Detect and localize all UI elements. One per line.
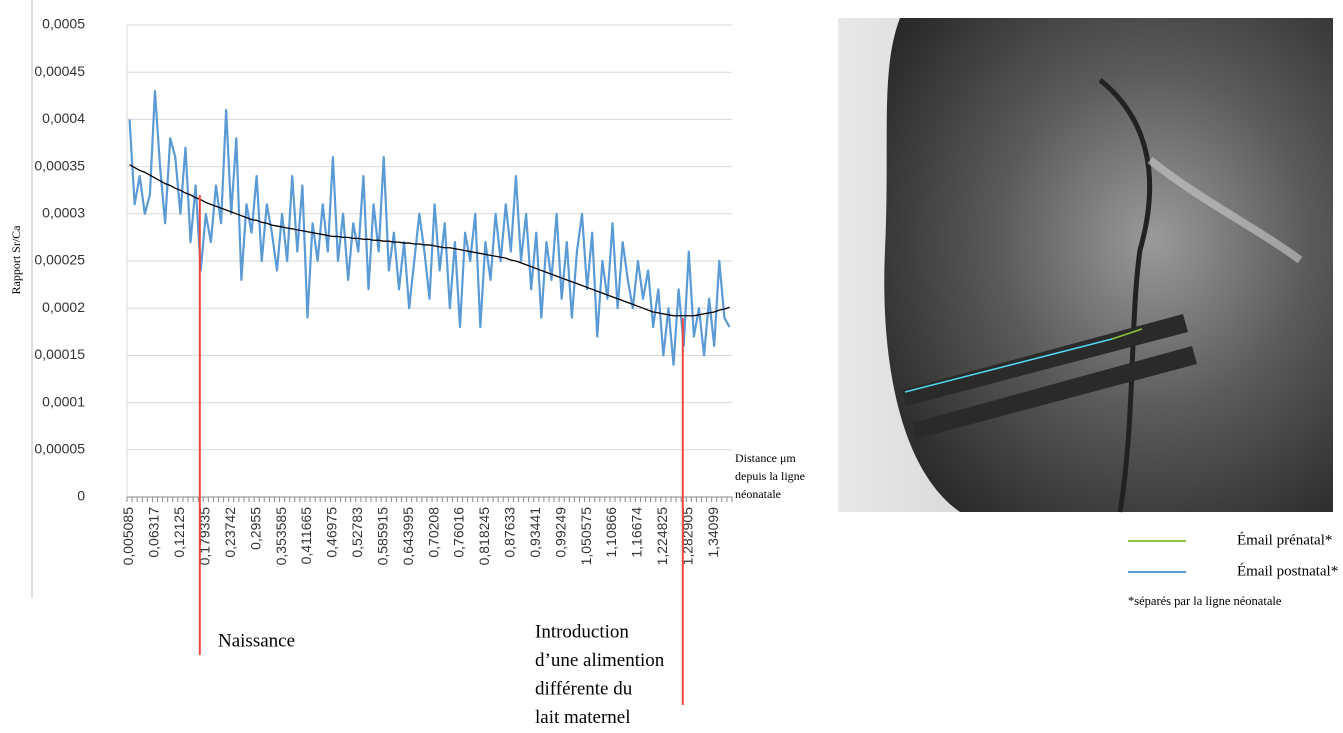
x-tick-label: 0,93441 (527, 507, 543, 558)
prenatal-line (1111, 328, 1143, 340)
x-tick-label: 0,411665 (298, 507, 314, 565)
y-tick-label: 0,0002 (42, 299, 85, 315)
x-tick-label: 0,643995 (400, 507, 416, 566)
image-legend: Émail prénatal* Émail postnatal* *séparés … (1128, 531, 1338, 608)
x-tick-label: 0,70208 (425, 507, 441, 558)
annotation-text: Introduction (535, 621, 629, 642)
x-axis-label: néonatale (735, 487, 781, 501)
legend-note: *séparés par la ligne néonatale (1128, 594, 1282, 608)
y-tick-label: 0,0005 (42, 16, 85, 32)
x-axis-label: Distance μm (735, 451, 796, 465)
x-tick-label: 0,52783 (349, 507, 365, 558)
x-tick-label: 0,06317 (146, 507, 162, 558)
y-tick-label: 0,00035 (34, 157, 85, 173)
x-tick-label: 1,224825 (654, 507, 670, 566)
crack (1098, 78, 1153, 513)
y-tick-label: 0,0004 (42, 110, 85, 126)
x-tick-label: 0,353585 (273, 507, 289, 566)
x-tick-label: 1,34099 (705, 507, 721, 558)
x-tick-label: 0,76016 (451, 507, 467, 558)
x-tick-label: 0,46975 (324, 507, 340, 558)
x-tick-label: 0,2955 (247, 507, 263, 550)
annotation-text: différente du (535, 678, 633, 699)
highlight (1147, 156, 1303, 264)
series-line (129, 164, 730, 317)
y-axis-label: Rapport Sr/Ca (9, 225, 23, 295)
x-tick-label: 0,585915 (374, 507, 390, 566)
annotation-text: Naissance (218, 630, 295, 651)
x-tick-label: 0,23742 (222, 507, 238, 558)
legend-label: Émail postnatal* (1237, 562, 1338, 579)
x-tick-label: 0,99249 (552, 507, 568, 558)
y-tick-label: 0 (77, 488, 85, 504)
chart: 0 0,00005 0,0001 0,00015 0,0002 0,00025 0,0003… (9, 16, 805, 728)
annotation-text: d’une alimention (535, 650, 665, 671)
x-tick-label: 0,005085 (120, 507, 136, 566)
x-tick-label: 1,16674 (629, 507, 645, 558)
x-tick-label: 0,12125 (171, 507, 187, 558)
x-axis-label: depuis la ligne (735, 469, 805, 483)
postnatal-line (904, 338, 1113, 393)
tooth-body (884, 18, 1333, 512)
x-tick-label: 0,818245 (476, 507, 492, 566)
scan-strip (912, 346, 1197, 439)
tooth-image (838, 18, 1333, 513)
x-tick-label: 1,10866 (603, 507, 619, 558)
x-tick-label: 0,87633 (502, 507, 518, 558)
y-tick-label: 0,00015 (34, 346, 85, 362)
legend-label: Émail prénatal* (1237, 531, 1332, 548)
y-tick-label: 0,00045 (34, 63, 85, 79)
x-tick-label: 1,050575 (578, 507, 594, 566)
series-line (128, 89, 731, 366)
y-tick-label: 0,00025 (34, 252, 85, 268)
y-tick-label: 0,00005 (34, 441, 85, 457)
annotation-text: lait maternel (535, 707, 630, 728)
y-tick-label: 0,0003 (42, 205, 85, 221)
y-tick-label: 0,0001 (42, 393, 85, 409)
